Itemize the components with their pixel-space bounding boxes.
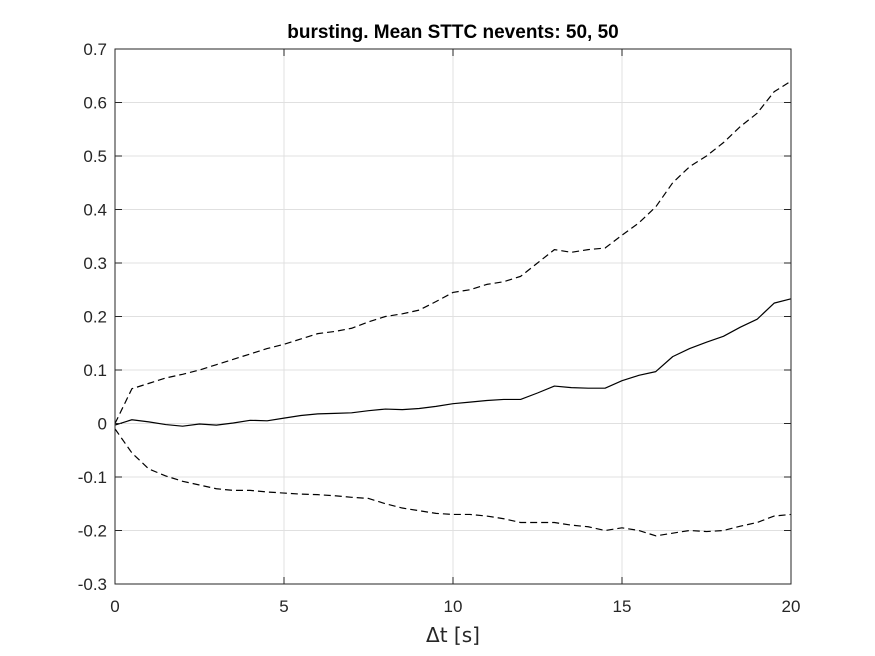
y-tick-label: -0.3 <box>78 575 107 594</box>
x-tick-label: 0 <box>110 597 119 616</box>
y-tick-label: 0.6 <box>83 94 107 113</box>
upper-bound-line <box>114 80 792 424</box>
x-tick-label: 15 <box>613 597 632 616</box>
x-tick-label: 20 <box>782 597 801 616</box>
y-tick-label: -0.1 <box>78 468 107 487</box>
ticks-x: 0 5 10 15 20 <box>110 49 800 616</box>
x-tick-label: 5 <box>279 597 288 616</box>
series-layer <box>114 80 792 537</box>
lower-bound-line <box>114 428 792 537</box>
x-tick-label: 10 <box>444 597 463 616</box>
y-tick-label: 0.5 <box>83 147 107 166</box>
y-tick-label: -0.2 <box>78 522 107 541</box>
y-tick-label: 0.1 <box>83 361 107 380</box>
y-tick-label: 0.4 <box>83 201 107 220</box>
y-tick-label: 0.3 <box>83 254 107 273</box>
y-tick-label: 0 <box>98 415 107 434</box>
y-tick-label: 0.7 <box>83 40 107 59</box>
chart-title: bursting. Mean STTC nevents: 50, 50 <box>287 22 619 43</box>
x-axis-label: Δt [s] <box>426 623 480 647</box>
ticks-y: -0.3 -0.2 -0.1 0 0.1 0.2 0.3 0.4 0.5 0.6 0.7 <box>78 40 791 594</box>
y-tick-label: 0.2 <box>83 308 107 327</box>
mean-sttc-line <box>114 298 792 427</box>
